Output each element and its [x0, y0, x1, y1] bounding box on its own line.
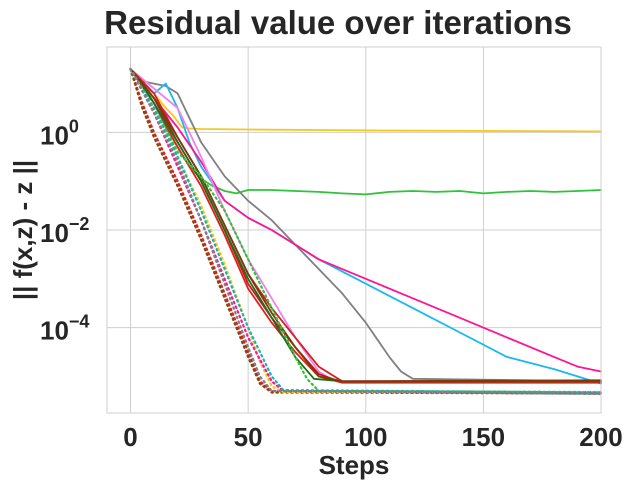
x-tick-label: 150: [462, 422, 505, 452]
series-line-dot-teal: [129, 67, 603, 394]
y-tick-exponent: −2: [69, 214, 90, 234]
y-tick-label: 10−4: [40, 312, 89, 346]
series-lines: [129, 67, 603, 396]
series-line-dot-green: [129, 67, 603, 394]
series-line-dot-gray: [129, 67, 603, 396]
y-tick-label: 10−2: [40, 214, 89, 248]
plot-frame: [106, 46, 602, 414]
x-tick-labels: 0 50 100 150 200: [123, 422, 622, 452]
chart-title: Residual value over iterations: [104, 4, 572, 41]
y-tick-label: 100: [40, 116, 79, 150]
series-line-dot-red: [129, 67, 603, 394]
y-axis-label: || f(x,z) - z ||: [8, 160, 38, 300]
x-tick-label: 100: [344, 422, 387, 452]
series-line-brown: [129, 68, 602, 383]
x-tick-label: 0: [123, 422, 137, 452]
series-line-magenta: [129, 68, 602, 373]
series-line-dot-brown: [129, 67, 603, 395]
x-axis-label: Steps: [319, 450, 390, 480]
y-tick-base: 10: [40, 316, 69, 346]
y-tick-exponent: −4: [69, 312, 90, 332]
y-tick-base: 10: [40, 120, 69, 150]
series-line-dark-green: [129, 68, 602, 383]
y-tick-exponent: 0: [69, 116, 79, 136]
x-tick-label: 200: [579, 422, 622, 452]
x-tick-label: 50: [234, 422, 263, 452]
y-tick-base: 10: [40, 218, 69, 248]
